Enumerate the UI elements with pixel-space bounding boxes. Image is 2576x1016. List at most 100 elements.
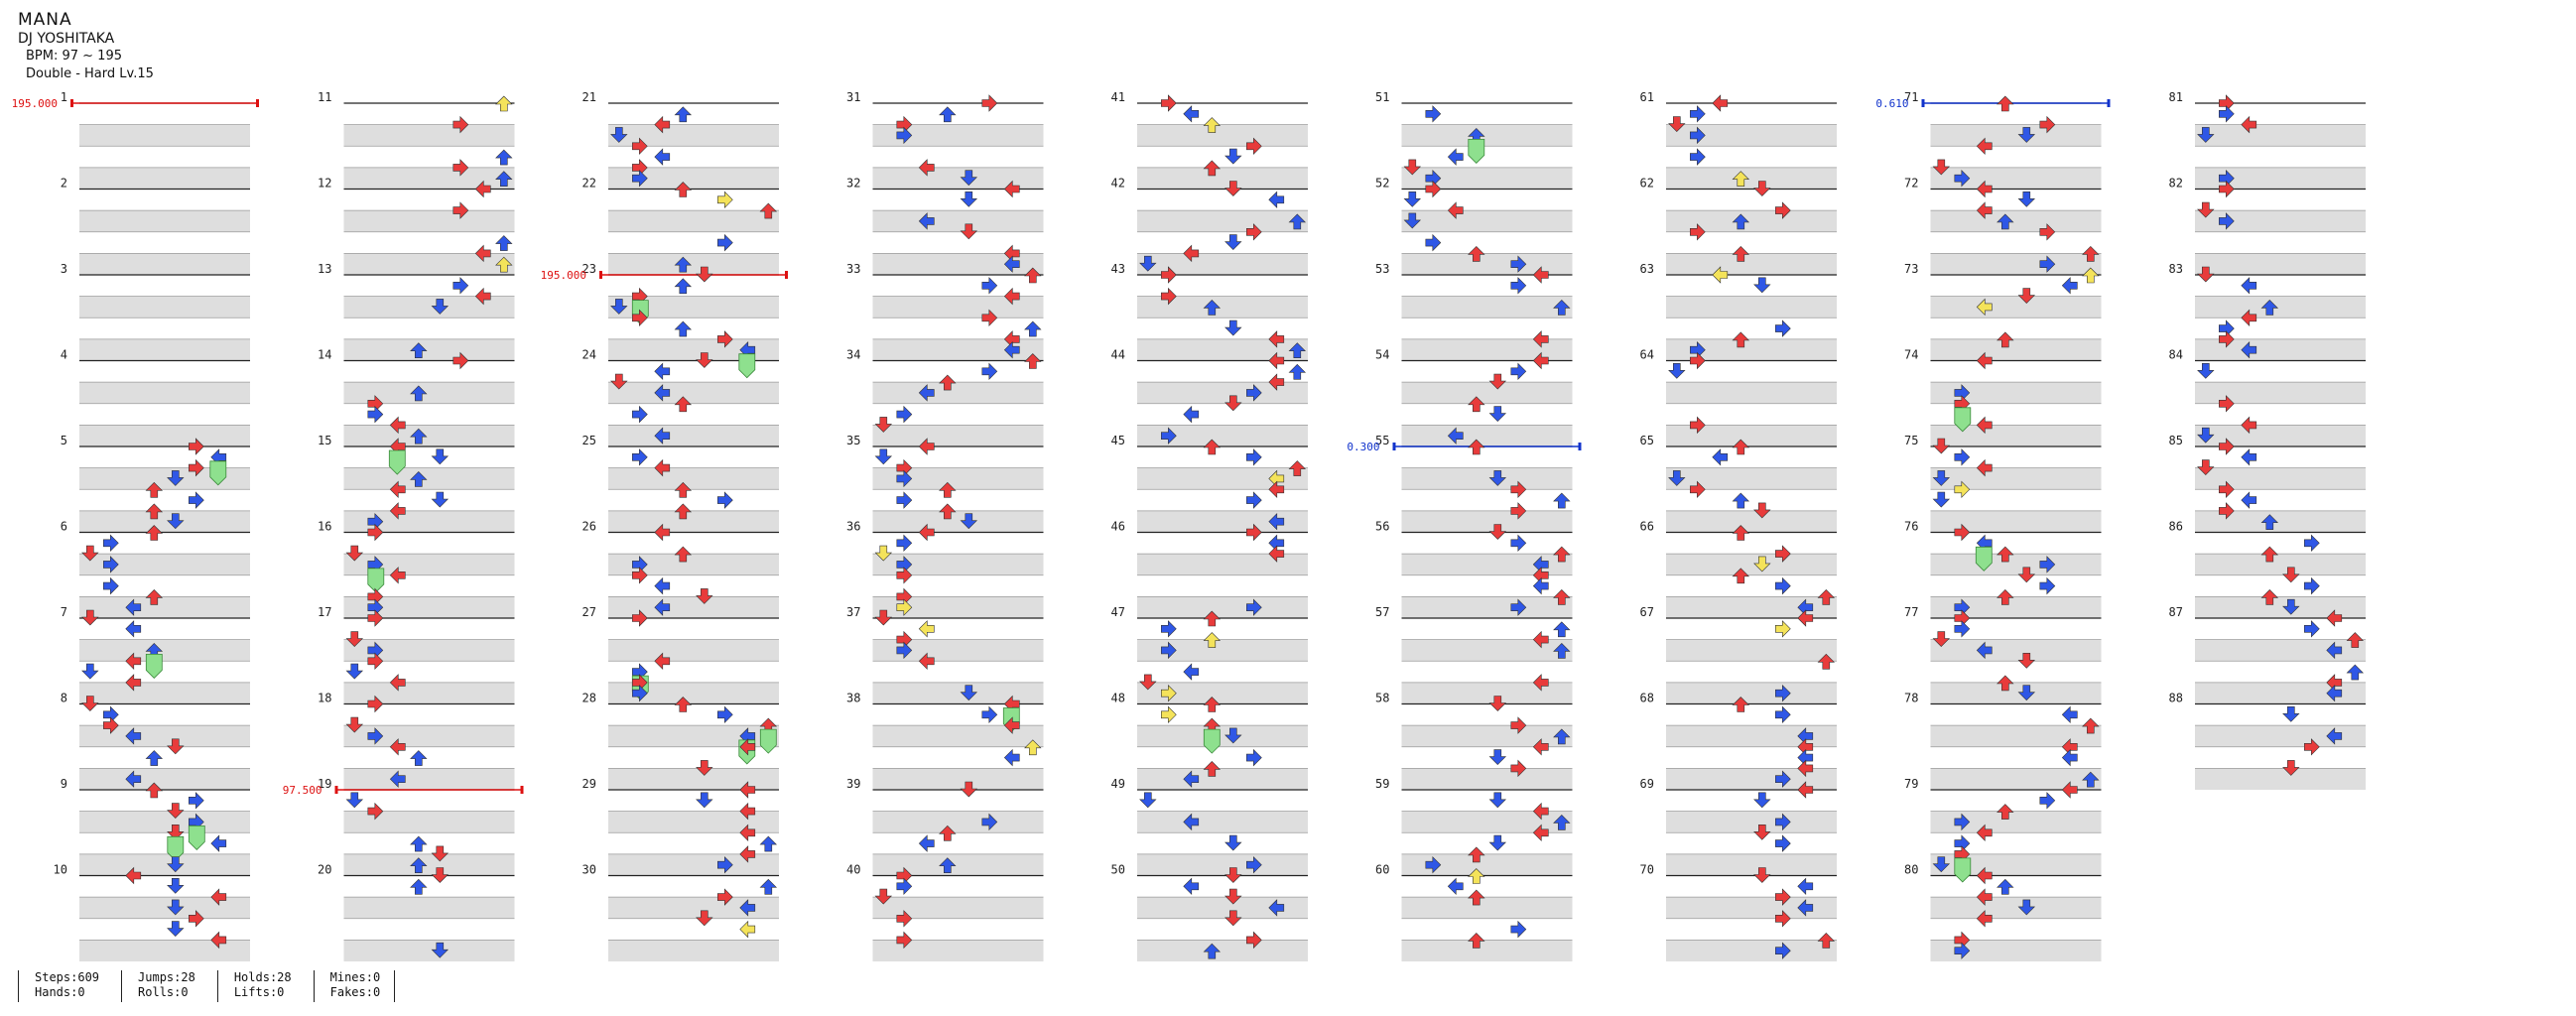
measure-number: 43 — [1111, 262, 1125, 276]
beat-stripe — [343, 682, 515, 704]
measure-number: 34 — [846, 348, 860, 362]
beat-stripe — [1401, 554, 1573, 575]
measure-number: 79 — [1904, 777, 1918, 791]
arrow-icon — [1268, 545, 1285, 563]
arrow-icon — [1224, 834, 1242, 851]
arrow-icon — [1183, 405, 1200, 424]
arrow-icon — [1468, 396, 1485, 413]
beat-stripe — [1666, 382, 1837, 404]
beat-stripe — [343, 725, 515, 747]
arrow-icon — [981, 94, 998, 112]
measure-number: 39 — [846, 777, 860, 791]
beat-stripe — [343, 338, 515, 361]
arrow-icon — [631, 169, 648, 188]
arrow-icon — [2326, 609, 2343, 627]
beat-stripe — [1666, 467, 1837, 490]
beat-stripe — [1930, 425, 2102, 446]
measure-number: 70 — [1640, 863, 1654, 877]
stat-group-mines-fakes: Mines:0 Fakes:0 — [313, 970, 396, 1002]
arrow-icon — [189, 491, 204, 509]
arrow-icon — [167, 877, 185, 894]
arrow-icon — [1976, 201, 1993, 219]
arrow-icon — [1690, 351, 1706, 370]
beat-stripe — [608, 639, 779, 662]
song-title: MANA — [18, 10, 72, 30]
measure-number: 3 — [61, 262, 67, 276]
arrow-icon — [1161, 266, 1177, 284]
beat-stripe — [79, 296, 250, 318]
arrow-icon — [1288, 342, 1307, 359]
beat-stripe — [79, 596, 250, 618]
measure-number: 25 — [582, 434, 596, 447]
arrow-icon — [2304, 620, 2320, 638]
measure-number: 4 — [61, 348, 67, 362]
arrow-icon — [1425, 233, 1442, 252]
arrow-icon — [739, 920, 756, 939]
measure-number: 76 — [1904, 520, 1918, 534]
arrow-icon — [1712, 94, 1729, 112]
arrow-icon — [2282, 760, 2300, 776]
arrow-icon — [1690, 416, 1706, 435]
arrow-icon — [2039, 223, 2056, 241]
arrow-icon — [145, 525, 164, 541]
arrow-icon — [674, 256, 693, 273]
arrow-icon — [1488, 749, 1507, 766]
arrow-icon — [1976, 910, 1993, 928]
beat-stripe — [1930, 510, 2102, 533]
arrow-icon — [1954, 813, 1971, 831]
arrow-icon — [1996, 804, 2014, 820]
arrow-icon — [345, 792, 364, 809]
beat-stripe — [2195, 382, 2366, 404]
beat-stripe — [1137, 853, 1308, 876]
measure-number: 44 — [1111, 348, 1125, 362]
beat-stripe — [1401, 768, 1573, 790]
beat-stripe — [79, 253, 250, 275]
arrow-icon — [367, 802, 384, 821]
arrow-icon — [2017, 288, 2036, 305]
arrow-icon — [896, 126, 913, 145]
arrow-icon — [1775, 770, 1791, 788]
beat-stripe — [872, 554, 1044, 575]
arrow-icon — [1954, 523, 1971, 542]
arrow-icon — [654, 148, 671, 166]
arrow-icon — [145, 588, 164, 605]
beat-stripe — [343, 853, 515, 876]
beat-stripe — [1930, 811, 2102, 833]
arrow-icon — [2082, 717, 2100, 734]
arrow-icon — [1468, 439, 1485, 455]
measure-number: 81 — [2169, 90, 2183, 104]
measure-number: 14 — [318, 348, 331, 362]
arrow-icon — [103, 534, 119, 553]
arrow-icon — [1488, 792, 1507, 809]
measure-number: 63 — [1640, 262, 1654, 276]
arrow-icon — [1976, 351, 1993, 370]
beat-stripe — [608, 510, 779, 533]
measure-number: 72 — [1904, 177, 1918, 190]
arrow-icon — [2260, 546, 2279, 563]
arrow-icon — [674, 278, 693, 295]
arrow-icon — [1668, 362, 1686, 379]
arrow-icon — [939, 857, 957, 874]
beat-stripe — [1401, 897, 1573, 919]
beat-stripe — [608, 338, 779, 361]
arrow-icon — [1139, 255, 1157, 272]
measure-number: 28 — [582, 692, 596, 705]
measure-number: 40 — [846, 863, 860, 877]
arrow-icon — [1532, 330, 1549, 348]
arrow-icon — [654, 362, 671, 381]
arrow-icon — [1775, 201, 1791, 219]
beat-stripe — [343, 167, 515, 190]
arrow-icon — [474, 244, 491, 263]
arrow-icon — [2241, 115, 2257, 134]
arrow-icon — [739, 824, 756, 842]
arrow-icon — [1447, 201, 1464, 219]
beat-stripe — [1930, 253, 2102, 275]
arrow-icon — [1690, 105, 1706, 123]
arrow-icon — [1532, 576, 1549, 595]
arrow-icon — [103, 556, 119, 573]
hold-head-icon — [367, 568, 385, 593]
measure-number: 48 — [1111, 692, 1125, 705]
arrow-icon — [1932, 491, 1951, 508]
arrow-icon — [1510, 362, 1527, 381]
